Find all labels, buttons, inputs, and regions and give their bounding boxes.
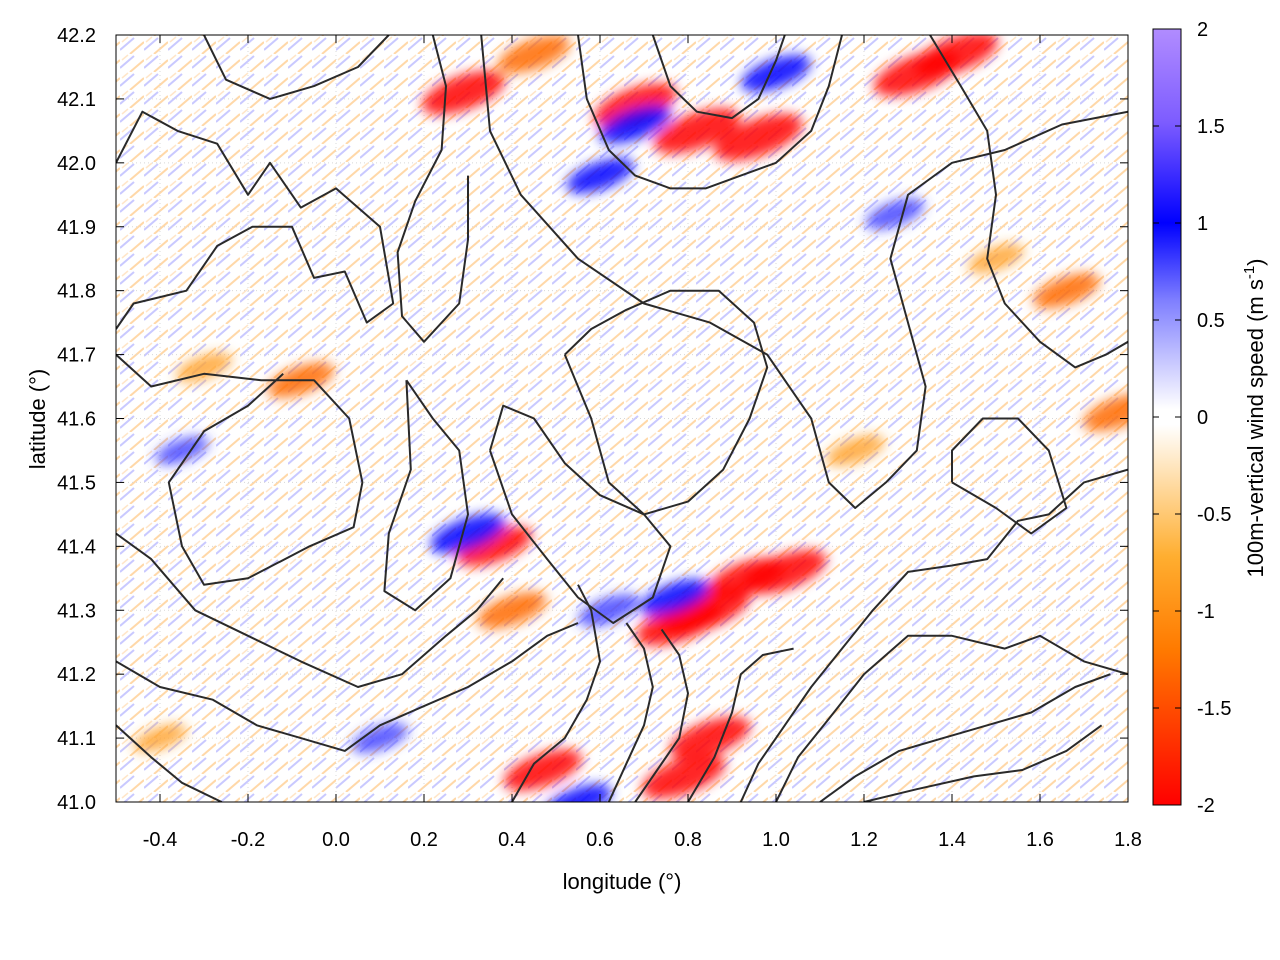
heat-cell [598, 105, 672, 144]
heat-cell [351, 723, 409, 753]
contour-line [863, 724, 1103, 802]
contour-line [489, 404, 672, 624]
heat-cell [497, 35, 571, 74]
colorbar-title-main: 100m-vertical wind speed (m s [1243, 279, 1268, 577]
contour-line [634, 628, 689, 802]
x-tick-label: 1.4 [938, 829, 966, 851]
x-tick-label: 1.6 [1026, 829, 1054, 851]
heat-cell [865, 198, 925, 230]
colorbar-tick-label: -1.5 [1197, 698, 1231, 720]
x-tick-label: 1.8 [1114, 829, 1142, 851]
heat-cell [706, 557, 785, 599]
contour-line [116, 724, 223, 802]
x-tick-label: 0.2 [410, 829, 438, 851]
contour-line [203, 35, 390, 100]
heat-cell [653, 108, 740, 154]
heat-cell [713, 113, 803, 161]
heat-cell [593, 83, 677, 128]
heat-cell [477, 591, 547, 629]
contour-line [775, 634, 1128, 802]
colorbar-tick-label: 1 [1197, 213, 1208, 235]
heat-cell [544, 784, 612, 802]
x-tick-label: 0.4 [498, 829, 526, 851]
contour-line [651, 35, 786, 120]
heat-cell [825, 434, 885, 466]
heat-cell [133, 724, 187, 753]
colorbar-tick-label: 1.5 [1197, 116, 1225, 138]
contour-line [563, 289, 769, 516]
y-tick-label: 41.5 [57, 472, 96, 494]
x-tick-label: 0.0 [322, 829, 350, 851]
heat-cell [566, 157, 634, 194]
x-axis: -0.4 -0.2 0.0 0.2 0.4 0.6 0.8 1.0 1.2 1.4 1.6 1.8 [143, 35, 1142, 851]
x-axis-title: longitude (°) [563, 869, 682, 894]
contour-line [929, 35, 1128, 369]
heat-cell [967, 243, 1025, 274]
y-axis: 41.0 41.1 41.2 41.3 41.4 41.5 41.6 41.7 41.8 41.9… [57, 25, 1128, 814]
contour-line [116, 353, 364, 586]
heat-cell [430, 513, 506, 554]
contour-line [116, 110, 395, 330]
y-tick-label: 41.9 [57, 217, 96, 239]
heat-cell [175, 352, 233, 383]
contour-line [739, 468, 1128, 802]
contour-line [116, 532, 504, 688]
heat-cell [1082, 393, 1128, 432]
x-tick-label: 0.6 [586, 829, 614, 851]
y-tick-label: 42.2 [57, 25, 96, 47]
contour-line [511, 584, 601, 802]
contour-line [607, 622, 654, 802]
heat-cell [741, 54, 811, 92]
heat-cell [639, 579, 710, 616]
x-tick-label: -0.2 [231, 829, 265, 851]
x-tick-label: 0.8 [674, 829, 702, 851]
contour-line [687, 647, 794, 802]
colorbar-title-sup: -1 [1241, 266, 1258, 279]
y-tick-label: 41.7 [57, 345, 96, 367]
heat-cell [456, 526, 532, 567]
colorbar-tick-label: 0.5 [1197, 310, 1225, 332]
y-tick-label: 42.1 [57, 89, 96, 111]
heat-cell [1032, 273, 1100, 309]
heat-cell [636, 600, 723, 646]
heat-cell [669, 716, 751, 760]
colorbar-tick-label: 0 [1197, 407, 1208, 429]
y-tick-label: 41.4 [57, 536, 96, 558]
contour-line [819, 673, 1111, 802]
contour-line [480, 35, 1128, 509]
y-tick-label: 41.3 [57, 600, 96, 622]
x-tick-label: 1.0 [762, 829, 790, 851]
y-tick-label: 41.0 [57, 792, 96, 814]
contour-line [396, 35, 469, 343]
contour-line [116, 622, 579, 752]
colorbar-tick-label: -2 [1197, 795, 1215, 817]
colorbar-tick-label: 2 [1197, 19, 1208, 41]
colorbar-tick-label: -0.5 [1197, 504, 1231, 526]
x-tick-label: -0.4 [143, 829, 177, 851]
terrain-contours [116, 35, 1128, 802]
y-tick-label: 41.8 [57, 281, 96, 303]
colorbar-ticks: 2 1.5 1 0.5 0 -0.5 -1 -1.5 -2 [1153, 19, 1231, 817]
y-axis-title: latitude (°) [25, 369, 50, 470]
y-tick-label: 41.2 [57, 664, 96, 686]
heatmap-cells [133, 35, 1128, 802]
y-tick-label: 42.0 [57, 153, 96, 175]
x-tick-label: 1.2 [850, 829, 878, 851]
colorbar-title: 100m-vertical wind speed (m s-1) [1241, 258, 1268, 577]
contour-line [383, 379, 469, 612]
y-tick-label: 41.1 [57, 728, 96, 750]
y-tick-label: 41.6 [57, 409, 96, 431]
contour-line [577, 35, 843, 190]
colorbar-tick-label: -1 [1197, 601, 1215, 623]
heat-cell [641, 754, 726, 799]
heat-cell [914, 35, 999, 77]
contour-line [951, 417, 1068, 535]
colorbar-title-close: ) [1243, 258, 1268, 265]
heat-cell [421, 70, 506, 115]
